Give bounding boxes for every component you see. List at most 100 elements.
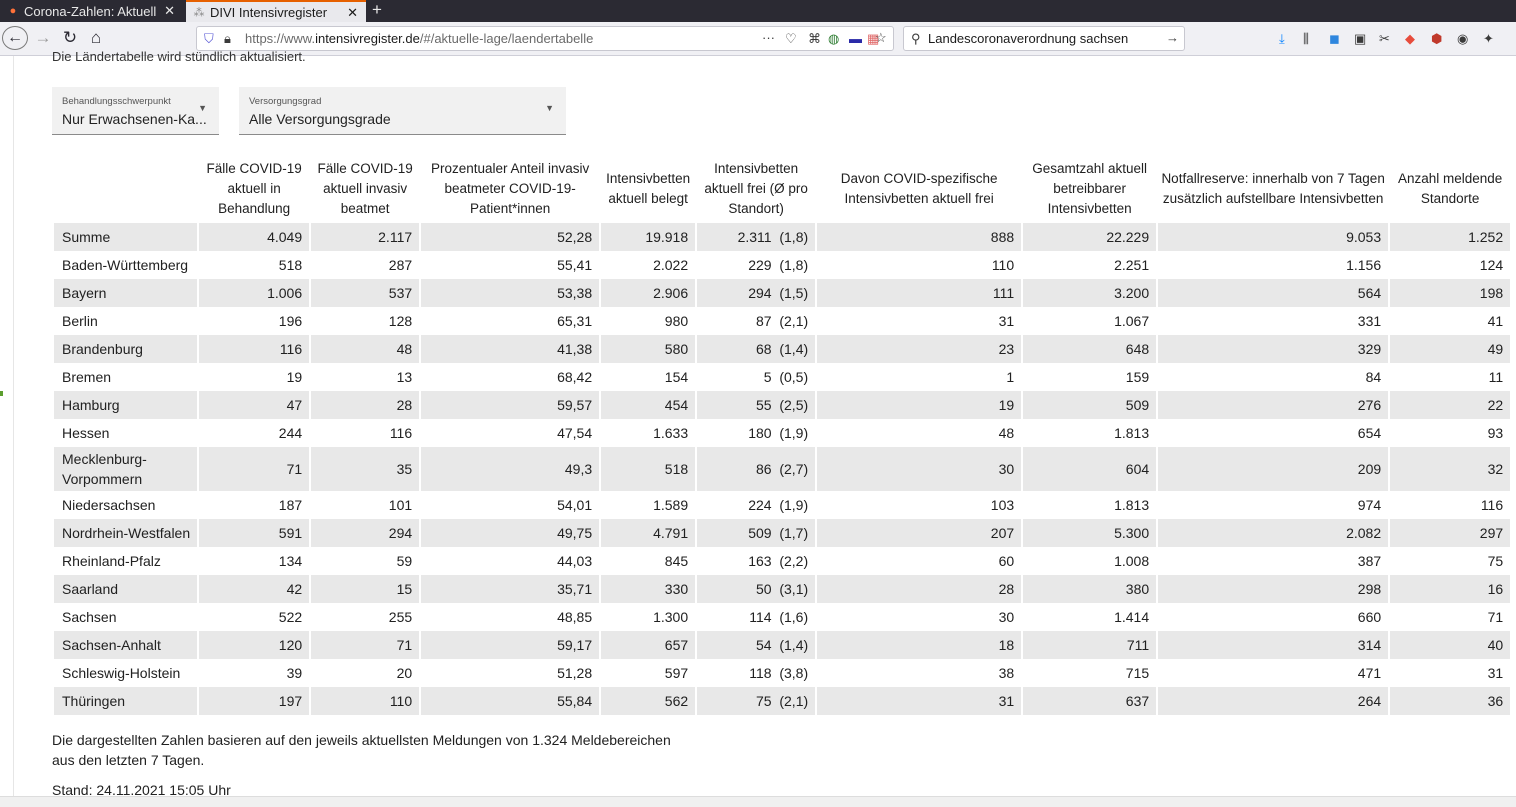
new-tab-button[interactable]: + [372,0,382,19]
table-row: Bremen 19 13 68,42 154 5 (0,5) 1 159 84 11 [54,363,1510,391]
extension-icon[interactable]: ◼ [1329,31,1340,46]
value-cell: 1.813 [1114,425,1150,441]
value-cell: 59,57 [421,391,600,419]
column-header-emergency-reserve[interactable]: Notfallreserve: innerhalb von 7 Tagen zu… [1161,171,1385,206]
value-cell: 314 [1158,631,1389,659]
value-cell: 471 [1357,665,1382,681]
search-input[interactable]: Landescoronaverordnung sachsen [928,31,1129,46]
firefox-tab-icon: ● [9,5,17,17]
value-cell: 974 [1357,497,1382,513]
value-cell: 207 [817,519,1022,547]
update-note: Die Ländertabelle wird stündlich aktuali… [52,49,306,64]
value-cell: 255 [388,609,413,625]
url-bar[interactable]: ⛉ 🔒︎ https://www.intensivregister.de/#/a… [196,26,894,51]
care-level-select[interactable]: Versorgungsgrad Alle Versorgungsgrade ▼ [239,87,566,135]
state-table: Fälle COVID-19 aktuell in Behandlung Fäl… [52,157,1512,715]
value-cell: 294 [311,519,420,547]
navigation-bar: ← → ↻ ⌂ ⛉ 🔒︎ https://www.intensivregiste… [0,22,1516,56]
value-cell: 1.633 [653,425,689,441]
value-cell: 53,38 [421,279,600,307]
pocket-icon[interactable]: ♡ [785,31,797,46]
value-cell: 84 [1365,369,1382,385]
value-cell: 209 [1158,447,1389,491]
column-header-state[interactable] [54,157,197,221]
value-cell: 48 [311,335,420,363]
value-cell: 9.053 [1158,221,1389,251]
reload-button[interactable]: ↻ [62,28,78,47]
column-header-total-beds[interactable]: Gesamtzahl aktuell betreibbarer Intensiv… [1032,161,1148,216]
lock-icon[interactable]: 🔒︎ [224,31,231,46]
column-header-reporting-sites[interactable]: Anzahl meldende Standorte [1397,171,1503,206]
state-name-cell: Nordrhein-Westfalen [54,519,198,547]
value-cell: 509 [1023,391,1157,419]
account-icon[interactable]: ◉ [1457,31,1469,46]
table-row: Niedersachsen 187 101 54,01 1.589 224 (1,9) 10… [54,491,1510,519]
state-name-cell: Mecklenburg-Vorpommern [54,447,198,491]
page-actions-icon[interactable]: ··· [762,30,775,45]
tab-corona-zahlen[interactable]: ● Corona-Zahlen: Aktuelle ✕ [0,0,183,22]
value-cell: 116 [1480,497,1504,513]
library-icon[interactable]: ⫼ [1303,31,1309,46]
addon-icon[interactable]: ◆ [1405,31,1415,46]
reader-view-icon[interactable]: ▬ [849,31,862,46]
value-cell: 331 [1357,313,1382,329]
column-header-beds-occupied[interactable]: Intensivbetten aktuell belegt [606,171,691,206]
value-cell: 711 [1023,631,1157,659]
value-cell: 38 [998,665,1015,681]
screenshot-icon[interactable]: ✂ [1379,31,1390,46]
table-row: Sachsen-Anhalt 120 71 59,17 657 54 (1,4) 18 711… [54,631,1511,659]
value-cell: 87 (2,1) [756,313,809,329]
download-icon[interactable]: ⤓ [1279,31,1285,46]
back-button[interactable]: ← [2,26,28,50]
select-value: Alle Versorgungsgrade [249,111,391,127]
column-header-ventilated[interactable]: Fälle COVID-19 aktuell invasiv beatmet [317,161,413,216]
shield-icon[interactable]: ⛉ [204,31,214,46]
value-cell: 454 [601,391,696,419]
value-cell: 71 [1487,609,1504,625]
value-cell: 52,28 [421,221,600,251]
value-cell: 134 [278,553,303,569]
state-name-cell: Summe [54,221,198,251]
column-header-cases[interactable]: Fälle COVID-19 aktuell in Behandlung [206,161,302,216]
treatment-focus-select[interactable]: Behandlungsschwerpunkt Nur Erwachsenen-K… [52,87,219,135]
select-value: Nur Erwachsenen-Ka... [62,111,207,127]
tab-divi-intensivregister[interactable]: ⁂ DIVI Intensivregister ✕ [186,0,366,22]
forward-button[interactable]: → [34,28,52,47]
state-name-cell: Baden-Württemberg [62,257,189,273]
value-cell: 330 [601,575,696,603]
fingerprint-icon[interactable]: ⌘ [808,31,821,46]
value-cell: 71 [311,631,420,659]
sidebar-icon[interactable]: ▣ [1354,31,1367,46]
bookmark-star-icon[interactable]: ☆ [875,30,887,45]
value-cell: 1.156 [1346,257,1382,273]
value-cell: 2.251 [1114,257,1150,273]
value-cell: 1.067 [1114,313,1150,329]
search-bar[interactable]: ⚲ Landescoronaverordnung sachsen → [903,26,1185,51]
value-cell: 637 [1023,687,1157,715]
column-header-ventilated-share[interactable]: Prozentualer Anteil invasiv beatmeter CO… [430,161,590,216]
globe-icon[interactable]: ◍ [828,31,840,46]
value-cell: 537 [311,279,420,307]
ublock-icon[interactable]: ⬢ [1431,31,1443,46]
close-icon[interactable]: ✕ [347,5,358,20]
search-go-icon[interactable]: → [1166,30,1179,45]
url-text[interactable]: https://www.intensivregister.de/#/aktuel… [245,31,593,46]
value-cell: 660 [1357,609,1382,625]
state-name-cell: Bayern [54,279,198,307]
column-header-beds-free[interactable]: Intensivbetten aktuell frei (Ø pro Stand… [704,161,808,216]
value-cell: 51,28 [557,665,593,681]
value-cell: 187 [278,497,303,513]
menu-extension-icon[interactable]: ✦ [1483,31,1494,46]
value-cell: 1.300 [653,609,689,625]
value-cell: 1.006 [199,279,310,307]
table-row: Brandenburg 116 48 41,38 580 68 (1,4) 23 648 329… [54,335,1511,363]
column-header-covid-beds-free[interactable]: Davon COVID-spezifische Intensivbetten a… [840,171,998,206]
flag-icon[interactable]: ▦ [867,31,880,46]
value-cell: 44,03 [557,553,593,569]
home-button[interactable]: ⌂ [90,28,102,47]
table-row: Hessen 244 116 47,54 1.633 180 (1,9) 48 1.813 65… [54,419,1510,447]
value-cell: 3.200 [1023,279,1157,307]
close-icon[interactable]: ✕ [164,3,175,18]
value-cell: 1.414 [1114,609,1150,625]
value-cell: 39 [286,665,303,681]
